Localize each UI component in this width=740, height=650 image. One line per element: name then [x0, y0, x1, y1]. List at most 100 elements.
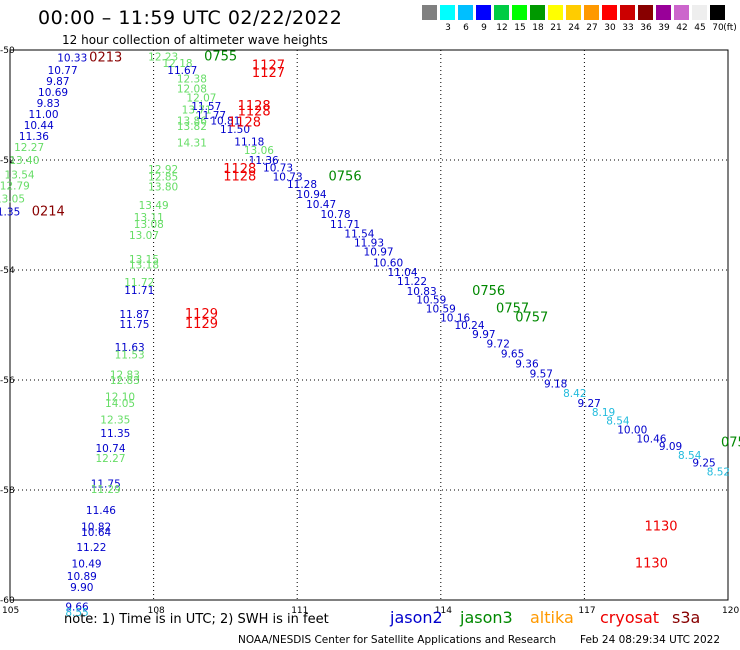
legend-swatch [674, 5, 689, 20]
swh-reading: 11.57 [191, 101, 221, 113]
swh-reading: 11.36 [249, 155, 279, 167]
swh-reading: 10.74 [95, 443, 125, 455]
swh-reading: 11.71 [330, 219, 360, 231]
swh-reading: 11.29 [91, 484, 121, 496]
legend-swatch [476, 5, 491, 20]
swh-reading: 9.97 [472, 329, 495, 341]
swh-reading: 13.54 [5, 169, 35, 181]
swh-reading: 11.93 [354, 238, 384, 250]
legend-swatch [710, 5, 725, 20]
swh-reading: 12.07 [186, 92, 216, 104]
swh-reading: 13.71 [182, 104, 212, 116]
legend-label: 18 [532, 23, 544, 33]
swh-reading: 10.97 [364, 246, 394, 258]
swh-reading: 11.63 [115, 342, 145, 354]
swh-reading: 12.18 [163, 58, 193, 70]
swh-reading: 8.54 [678, 450, 702, 462]
swh-reading: 11.22 [397, 276, 427, 288]
swh-reading: 8.54 [606, 416, 630, 428]
swh-reading: 11.87 [119, 309, 149, 321]
swh-reading: 10.44 [24, 120, 54, 132]
swh-reading: 11.71 [124, 285, 154, 297]
legend-swatch [692, 5, 707, 20]
swh-reading: 9.65 [501, 349, 524, 361]
swh-reading: 11.53 [115, 350, 145, 362]
swh-reading: 13.49 [139, 200, 169, 212]
swh-reading: 12.85 [148, 172, 178, 184]
lon-tick-label: 105 [2, 606, 19, 616]
legend-swatch [620, 5, 635, 20]
swh-reading: 11.50 [220, 124, 250, 136]
pass-time-label: 1127 [252, 66, 285, 81]
swh-reading: 9.25 [692, 458, 715, 470]
swh-reading: 11.75 [119, 319, 149, 331]
legend-label: 39 [658, 23, 670, 33]
swh-reading: 10.47 [306, 199, 336, 211]
swh-reading: 13.82 [177, 121, 207, 133]
lat-tick-label: -60 [0, 596, 15, 606]
mission-label-s3a: s3a [672, 608, 701, 627]
swh-reading: 10.78 [320, 209, 350, 221]
swh-reading: 11.35 [100, 428, 130, 440]
legend-label: 9 [481, 23, 487, 33]
swh-reading: 11.46 [86, 505, 116, 517]
lat-tick-label: -56 [0, 376, 15, 386]
swh-reading: 10.59 [416, 295, 446, 307]
lon-tick-label: 108 [148, 606, 165, 616]
legend-swatch [656, 5, 671, 20]
swh-reading: 9.90 [70, 582, 93, 594]
swh-reading: 12.38 [177, 74, 207, 86]
pass-time-label: 0757 [496, 302, 529, 317]
lon-tick-label: 111 [291, 606, 308, 616]
swh-reading: 12.08 [177, 84, 207, 96]
swh-reading: 12.10 [105, 392, 135, 404]
pass-time-label: 1130 [635, 557, 668, 572]
swh-reading: 13.40 [9, 155, 39, 167]
swh-reading: 11.18 [234, 136, 264, 148]
pass-time-label: 1127 [252, 58, 285, 73]
swh-reading: 10.16 [440, 312, 470, 324]
swh-reading: 9.87 [46, 76, 69, 88]
legend-label: 21 [550, 23, 562, 33]
swh-reading: 10.64 [81, 527, 111, 539]
swh-reading: 10.33 [57, 53, 87, 65]
swh-reading: 12.27 [14, 142, 44, 154]
swh-reading: 13.18 [129, 260, 159, 272]
swh-reading: 11.28 [287, 179, 317, 191]
legend-label: 27 [586, 23, 598, 33]
pass-time-label: 0756 [472, 284, 505, 299]
legend-swatch [458, 5, 473, 20]
generation-timestamp: Feb 24 08:29:34 UTC 2022 [580, 634, 720, 646]
swh-reading: 13.86 [177, 115, 207, 127]
swh-reading: 10.89 [67, 571, 97, 583]
swh-reading: 13.15 [129, 254, 159, 266]
swh-reading: 11.72 [124, 277, 154, 289]
mission-label-altika: altika [530, 608, 574, 627]
swh-reading: 8.55 [65, 607, 88, 619]
swh-reading: 10.73 [273, 172, 303, 184]
legend-label: 70 [712, 23, 724, 33]
legend-swatch [530, 5, 545, 20]
swh-reading: 13.05 [0, 194, 25, 206]
pass-time-label: 0755 [204, 50, 237, 65]
swh-reading: 9.57 [530, 368, 553, 380]
swh-reading: 12.83 [110, 370, 140, 382]
swh-reading: 11.04 [387, 267, 417, 279]
legend-swatch [440, 5, 455, 20]
lon-tick-label: 117 [578, 606, 595, 616]
legend-swatch [602, 5, 617, 20]
swh-reading: 11.22 [76, 542, 106, 554]
swh-reading: 11.35 [0, 207, 20, 219]
pass-time-label: 0758 [721, 436, 740, 451]
lat-tick-label: -52 [0, 156, 15, 166]
swh-reading: 10.00 [617, 425, 647, 437]
lat-tick-label: -58 [0, 486, 15, 496]
legend-swatch [566, 5, 581, 20]
swh-reading: 12.92 [148, 164, 178, 176]
swh-reading: 9.09 [659, 441, 682, 453]
swh-reading: 14.05 [105, 398, 135, 410]
pass-time-label: 1129 [185, 307, 218, 322]
mission-label-jason2: jason2 [390, 608, 443, 627]
swh-reading: 10.49 [72, 559, 102, 571]
legend-swatch [584, 5, 599, 20]
